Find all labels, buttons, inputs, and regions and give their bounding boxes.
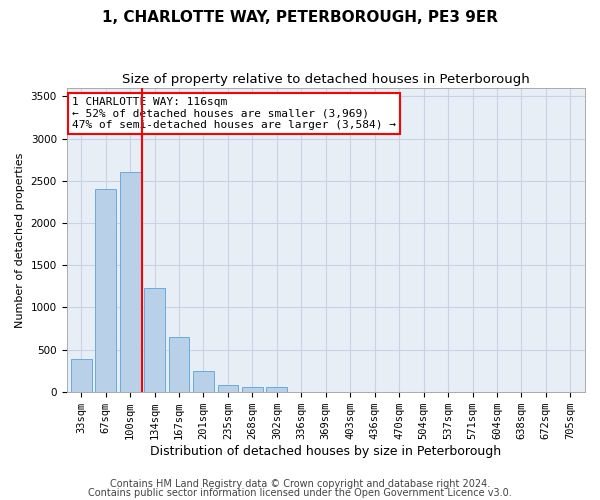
Bar: [169, 337, 190, 392]
Bar: [144, 288, 165, 392]
Text: 1, CHARLOTTE WAY, PETERBOROUGH, PE3 9ER: 1, CHARLOTTE WAY, PETERBOROUGH, PE3 9ER: [102, 10, 498, 25]
Bar: [266, 387, 287, 392]
X-axis label: Distribution of detached houses by size in Peterborough: Distribution of detached houses by size …: [150, 444, 502, 458]
Bar: [242, 386, 263, 392]
Text: 1 CHARLOTTE WAY: 116sqm
← 52% of detached houses are smaller (3,969)
47% of semi: 1 CHARLOTTE WAY: 116sqm ← 52% of detache…: [72, 97, 396, 130]
Bar: [95, 190, 116, 392]
Bar: [193, 370, 214, 392]
Bar: [120, 172, 140, 392]
Y-axis label: Number of detached properties: Number of detached properties: [15, 152, 25, 328]
Text: Contains HM Land Registry data © Crown copyright and database right 2024.: Contains HM Land Registry data © Crown c…: [110, 479, 490, 489]
Bar: [218, 384, 238, 392]
Bar: [71, 359, 92, 392]
Title: Size of property relative to detached houses in Peterborough: Size of property relative to detached ho…: [122, 72, 530, 86]
Text: Contains public sector information licensed under the Open Government Licence v3: Contains public sector information licen…: [88, 488, 512, 498]
